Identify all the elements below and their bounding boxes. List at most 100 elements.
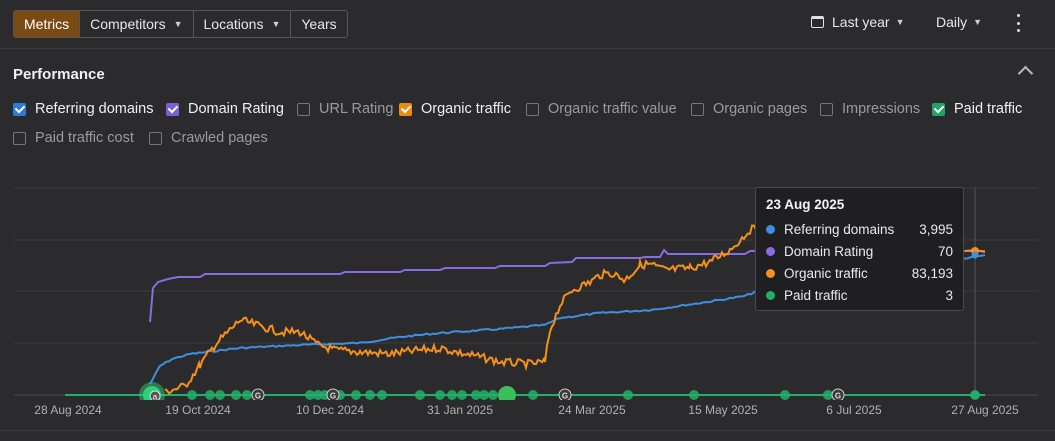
tab-locations[interactable]: Locations ▼ bbox=[193, 11, 292, 37]
event-marker-large bbox=[498, 386, 516, 400]
checkbox-impressions[interactable]: Impressions bbox=[820, 101, 920, 117]
event-marker bbox=[780, 390, 790, 400]
granularity-dropdown[interactable]: Daily ▼ bbox=[936, 14, 983, 30]
tooltip-row: Organic traffic 83,193 bbox=[766, 262, 953, 284]
event-marker bbox=[447, 390, 457, 400]
calendar-icon bbox=[811, 16, 824, 28]
checkbox-box bbox=[297, 102, 310, 116]
checkbox-box bbox=[166, 102, 179, 116]
tooltip-row: Referring domains 3,995 bbox=[766, 218, 953, 240]
series-domain-rating bbox=[149, 248, 985, 323]
tab-competitors[interactable]: Competitors ▼ bbox=[80, 11, 194, 37]
checkbox-box bbox=[13, 131, 26, 145]
google-update-marker bbox=[326, 388, 340, 400]
tooltip-series-value: 70 bbox=[937, 243, 953, 259]
checkbox-organic-pages[interactable]: Organic pages bbox=[691, 101, 807, 117]
checkbox-paid-traffic-cost[interactable]: Paid traffic cost bbox=[13, 130, 134, 146]
checkbox-label: Organic traffic value bbox=[548, 101, 677, 117]
event-marker bbox=[187, 390, 197, 400]
checkbox-label: URL Rating bbox=[319, 101, 394, 117]
event-marker bbox=[231, 390, 241, 400]
checkbox-box bbox=[399, 102, 412, 116]
tooltip-series-name: Referring domains bbox=[784, 221, 895, 237]
tab-metrics[interactable]: Metrics bbox=[14, 11, 81, 37]
x-tick-label: 6 Jul 2025 bbox=[826, 403, 882, 417]
period-dropdown[interactable]: Last year ▼ bbox=[811, 14, 905, 30]
chevron-up-icon[interactable] bbox=[1017, 65, 1034, 82]
checkbox-box bbox=[691, 102, 704, 116]
x-tick-label: 28 Aug 2024 bbox=[34, 403, 102, 417]
view-tabs: Metrics Competitors ▼ Locations ▼ Years bbox=[13, 10, 348, 38]
google-update-marker bbox=[831, 388, 845, 400]
checkbox-paid-traffic[interactable]: Paid traffic bbox=[932, 101, 1022, 117]
chevron-down-icon: ▼ bbox=[271, 19, 281, 29]
event-marker bbox=[415, 390, 425, 400]
annotation-marker bbox=[149, 390, 161, 400]
kebab-menu-icon[interactable] bbox=[1012, 14, 1024, 32]
checkbox-crawled-pages[interactable]: Crawled pages bbox=[149, 130, 268, 146]
x-tick-label: 19 Oct 2024 bbox=[165, 403, 231, 417]
hover-point-referring bbox=[971, 251, 979, 259]
event-marker bbox=[215, 390, 225, 400]
x-tick-label: 27 Aug 2025 bbox=[951, 403, 1019, 417]
google-update-marker bbox=[558, 388, 572, 400]
event-marker bbox=[823, 390, 833, 400]
checkbox-box bbox=[820, 102, 833, 116]
series-dot bbox=[766, 224, 775, 234]
divider bbox=[0, 430, 1055, 431]
checkbox-box bbox=[149, 131, 162, 145]
checkbox-label: Impressions bbox=[842, 101, 921, 117]
event-marker bbox=[457, 390, 467, 400]
annotation-letter: a bbox=[153, 393, 158, 401]
tooltip-series-name: Paid traffic bbox=[784, 287, 848, 303]
checkbox-box bbox=[13, 102, 26, 116]
google-update-letter: G bbox=[330, 392, 336, 401]
tooltip-series-value: 83,193 bbox=[911, 265, 953, 281]
series-dot bbox=[766, 290, 775, 300]
event-marker bbox=[242, 390, 252, 400]
x-tick-label: 15 May 2025 bbox=[688, 403, 758, 417]
checkbox-label: Paid traffic cost bbox=[35, 130, 134, 146]
tooltip-row: Domain Rating 70 bbox=[766, 240, 953, 262]
checkbox-label: Referring domains bbox=[35, 101, 154, 117]
checkbox-organic-traffic[interactable]: Organic traffic bbox=[399, 101, 511, 117]
chevron-down-icon: ▼ bbox=[895, 17, 905, 27]
x-tick-label: 10 Dec 2024 bbox=[295, 403, 365, 417]
tooltip-series-value: 3 bbox=[945, 287, 953, 303]
x-tick-label: 24 Mar 2025 bbox=[558, 403, 626, 417]
event-marker bbox=[313, 390, 323, 400]
tooltip-series-name: Organic traffic bbox=[784, 265, 868, 281]
event-marker bbox=[488, 390, 498, 400]
series-dot bbox=[766, 268, 775, 278]
series-dot bbox=[766, 246, 775, 256]
x-tick-label: 31 Jan 2025 bbox=[426, 403, 494, 417]
series-organic-traffic bbox=[164, 224, 757, 395]
event-marker bbox=[689, 390, 699, 400]
chevron-down-icon: ▼ bbox=[973, 17, 983, 27]
top-toolbar: Metrics Competitors ▼ Locations ▼ Years La… bbox=[0, 0, 1055, 49]
event-marker bbox=[305, 390, 315, 400]
google-update-letter: G bbox=[562, 392, 568, 401]
tab-years[interactable]: Years bbox=[291, 11, 347, 37]
checkbox-label: Paid traffic bbox=[954, 101, 1023, 117]
section-title: Performance bbox=[13, 66, 105, 83]
event-marker bbox=[479, 390, 489, 400]
checkbox-domain-rating[interactable]: Domain Rating bbox=[166, 101, 284, 117]
event-marker bbox=[623, 390, 633, 400]
event-marker bbox=[365, 390, 375, 400]
checkbox-label: Organic pages bbox=[713, 101, 808, 117]
google-update-marker bbox=[251, 388, 265, 400]
checkbox-url-rating[interactable]: URL Rating bbox=[297, 101, 393, 117]
checkbox-referring-domains[interactable]: Referring domains bbox=[13, 101, 153, 117]
event-marker bbox=[528, 390, 538, 400]
checkbox-organic-traffic-value[interactable]: Organic traffic value bbox=[526, 101, 677, 117]
event-marker bbox=[351, 390, 361, 400]
checkbox-box bbox=[932, 102, 945, 116]
event-marker bbox=[377, 390, 387, 400]
checkbox-label: Crawled pages bbox=[171, 130, 268, 146]
tooltip-series-name: Domain Rating bbox=[784, 243, 874, 259]
tooltip-row: Paid traffic 3 bbox=[766, 284, 953, 306]
event-marker bbox=[471, 390, 481, 400]
chart-tooltip: 23 Aug 2025 Referring domains 3,995 Domain… bbox=[755, 187, 964, 311]
